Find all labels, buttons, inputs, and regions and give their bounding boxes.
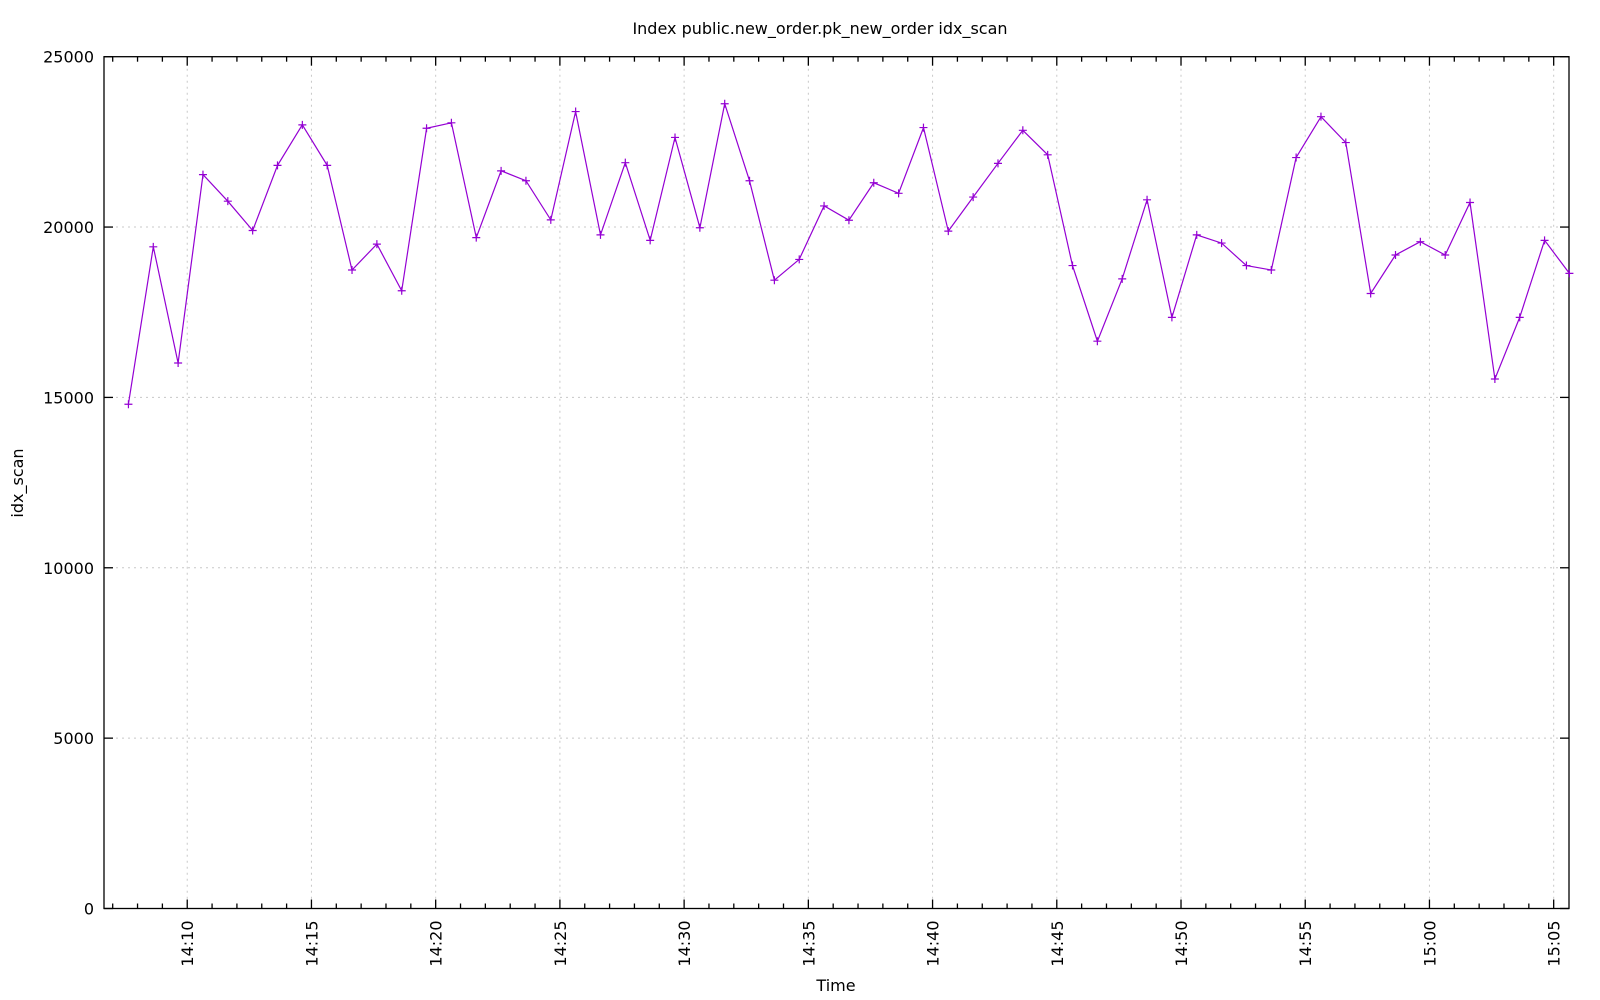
plus-marker-icon: [844, 216, 853, 225]
x-tick-label: 14:30: [675, 921, 694, 967]
y-tick-label: 20000: [43, 218, 94, 237]
plus-marker-icon: [472, 233, 481, 242]
plus-marker-icon: [1391, 250, 1400, 259]
plus-marker-icon: [919, 123, 928, 132]
plus-marker-icon: [1416, 237, 1425, 246]
y-tick-label: 15000: [43, 388, 94, 407]
plus-marker-icon: [298, 120, 307, 129]
plus-marker-icon: [1167, 313, 1176, 322]
data-series-idx-scan: [124, 99, 1574, 409]
plus-marker-icon: [795, 255, 804, 264]
x-tick-label: 14:10: [178, 921, 197, 967]
plus-marker-icon: [621, 158, 630, 167]
grid-lines: [104, 56, 1569, 909]
x-axis-label: Time: [815, 976, 855, 995]
x-tick-label: 15:00: [1420, 921, 1439, 967]
x-tick-label: 14:35: [799, 921, 818, 967]
plus-marker-icon: [869, 178, 878, 187]
plus-marker-icon: [944, 227, 953, 236]
plus-marker-icon: [770, 276, 779, 285]
plus-marker-icon: [1292, 153, 1301, 162]
plus-marker-icon: [1490, 375, 1499, 384]
x-axis: 14:10 14:15 14:20 14:25 14:30 14:35 14:40 14:45…: [112, 56, 1564, 967]
plus-marker-icon: [1043, 150, 1052, 159]
plus-marker-icon: [546, 215, 555, 224]
plus-marker-icon: [372, 240, 381, 249]
plus-marker-icon: [671, 133, 680, 142]
series-line: [127, 101, 1570, 405]
plus-marker-icon: [1242, 261, 1251, 270]
y-tick-label: 0: [84, 900, 94, 919]
plus-marker-icon: [198, 170, 207, 179]
plus-marker-icon: [820, 201, 829, 210]
plus-marker-icon: [894, 189, 903, 198]
x-tick-label: 14:50: [1172, 921, 1191, 967]
plus-marker-icon: [223, 197, 232, 206]
plus-marker-icon: [1143, 195, 1152, 204]
plus-marker-icon: [273, 161, 282, 170]
plus-marker-icon: [993, 159, 1002, 168]
plus-marker-icon: [969, 193, 978, 202]
plus-marker-icon: [1515, 313, 1524, 322]
y-tick-label: 5000: [53, 729, 94, 748]
plus-marker-icon: [1341, 138, 1350, 147]
plus-marker-icon: [571, 107, 580, 116]
plus-marker-icon: [646, 236, 655, 245]
x-tick-label: 14:55: [1296, 921, 1315, 967]
plus-marker-icon: [1118, 274, 1127, 283]
plus-marker-icon: [720, 99, 729, 108]
plus-marker-icon: [348, 265, 357, 274]
plus-marker-icon: [1466, 198, 1475, 207]
plus-marker-icon: [1093, 337, 1102, 346]
plus-marker-icon: [323, 161, 332, 170]
y-tick-label: 25000: [43, 48, 94, 67]
plus-marker-icon: [447, 118, 456, 127]
x-tick-label: 15:05: [1545, 921, 1564, 967]
plus-marker-icon: [1267, 265, 1276, 274]
plus-marker-icon: [1316, 112, 1325, 121]
plus-marker-icon: [497, 166, 506, 175]
plus-marker-icon: [248, 226, 257, 235]
plus-marker-icon: [1366, 289, 1375, 298]
plus-marker-icon: [1217, 239, 1226, 248]
plus-marker-icon: [422, 124, 431, 133]
plus-marker-icon: [695, 223, 704, 232]
y-axis-label: idx_scan: [8, 448, 28, 517]
plus-marker-icon: [124, 400, 133, 409]
y-tick-label: 10000: [43, 559, 94, 578]
x-tick-label: 14:15: [302, 921, 321, 967]
plus-marker-icon: [149, 242, 158, 251]
x-tick-label: 14:25: [551, 921, 570, 967]
plus-marker-icon: [1565, 269, 1574, 278]
plus-marker-icon: [1192, 230, 1201, 239]
x-tick-label: 14:20: [427, 921, 446, 967]
plus-marker-icon: [745, 176, 754, 185]
plot-frame: [103, 56, 1570, 910]
chart-title: Index public.new_order.pk_new_order idx_…: [632, 19, 1007, 39]
plus-marker-icon: [174, 359, 183, 368]
x-tick-label: 14:45: [1048, 921, 1067, 967]
plus-marker-icon: [397, 286, 406, 295]
plus-marker-icon: [1068, 261, 1077, 270]
plus-marker-icon: [1441, 250, 1450, 259]
x-tick-label: 14:40: [924, 921, 943, 967]
plus-marker-icon: [521, 176, 530, 185]
plus-marker-icon: [1018, 126, 1027, 135]
plus-marker-icon: [1540, 236, 1549, 245]
plus-marker-icon: [596, 230, 605, 239]
